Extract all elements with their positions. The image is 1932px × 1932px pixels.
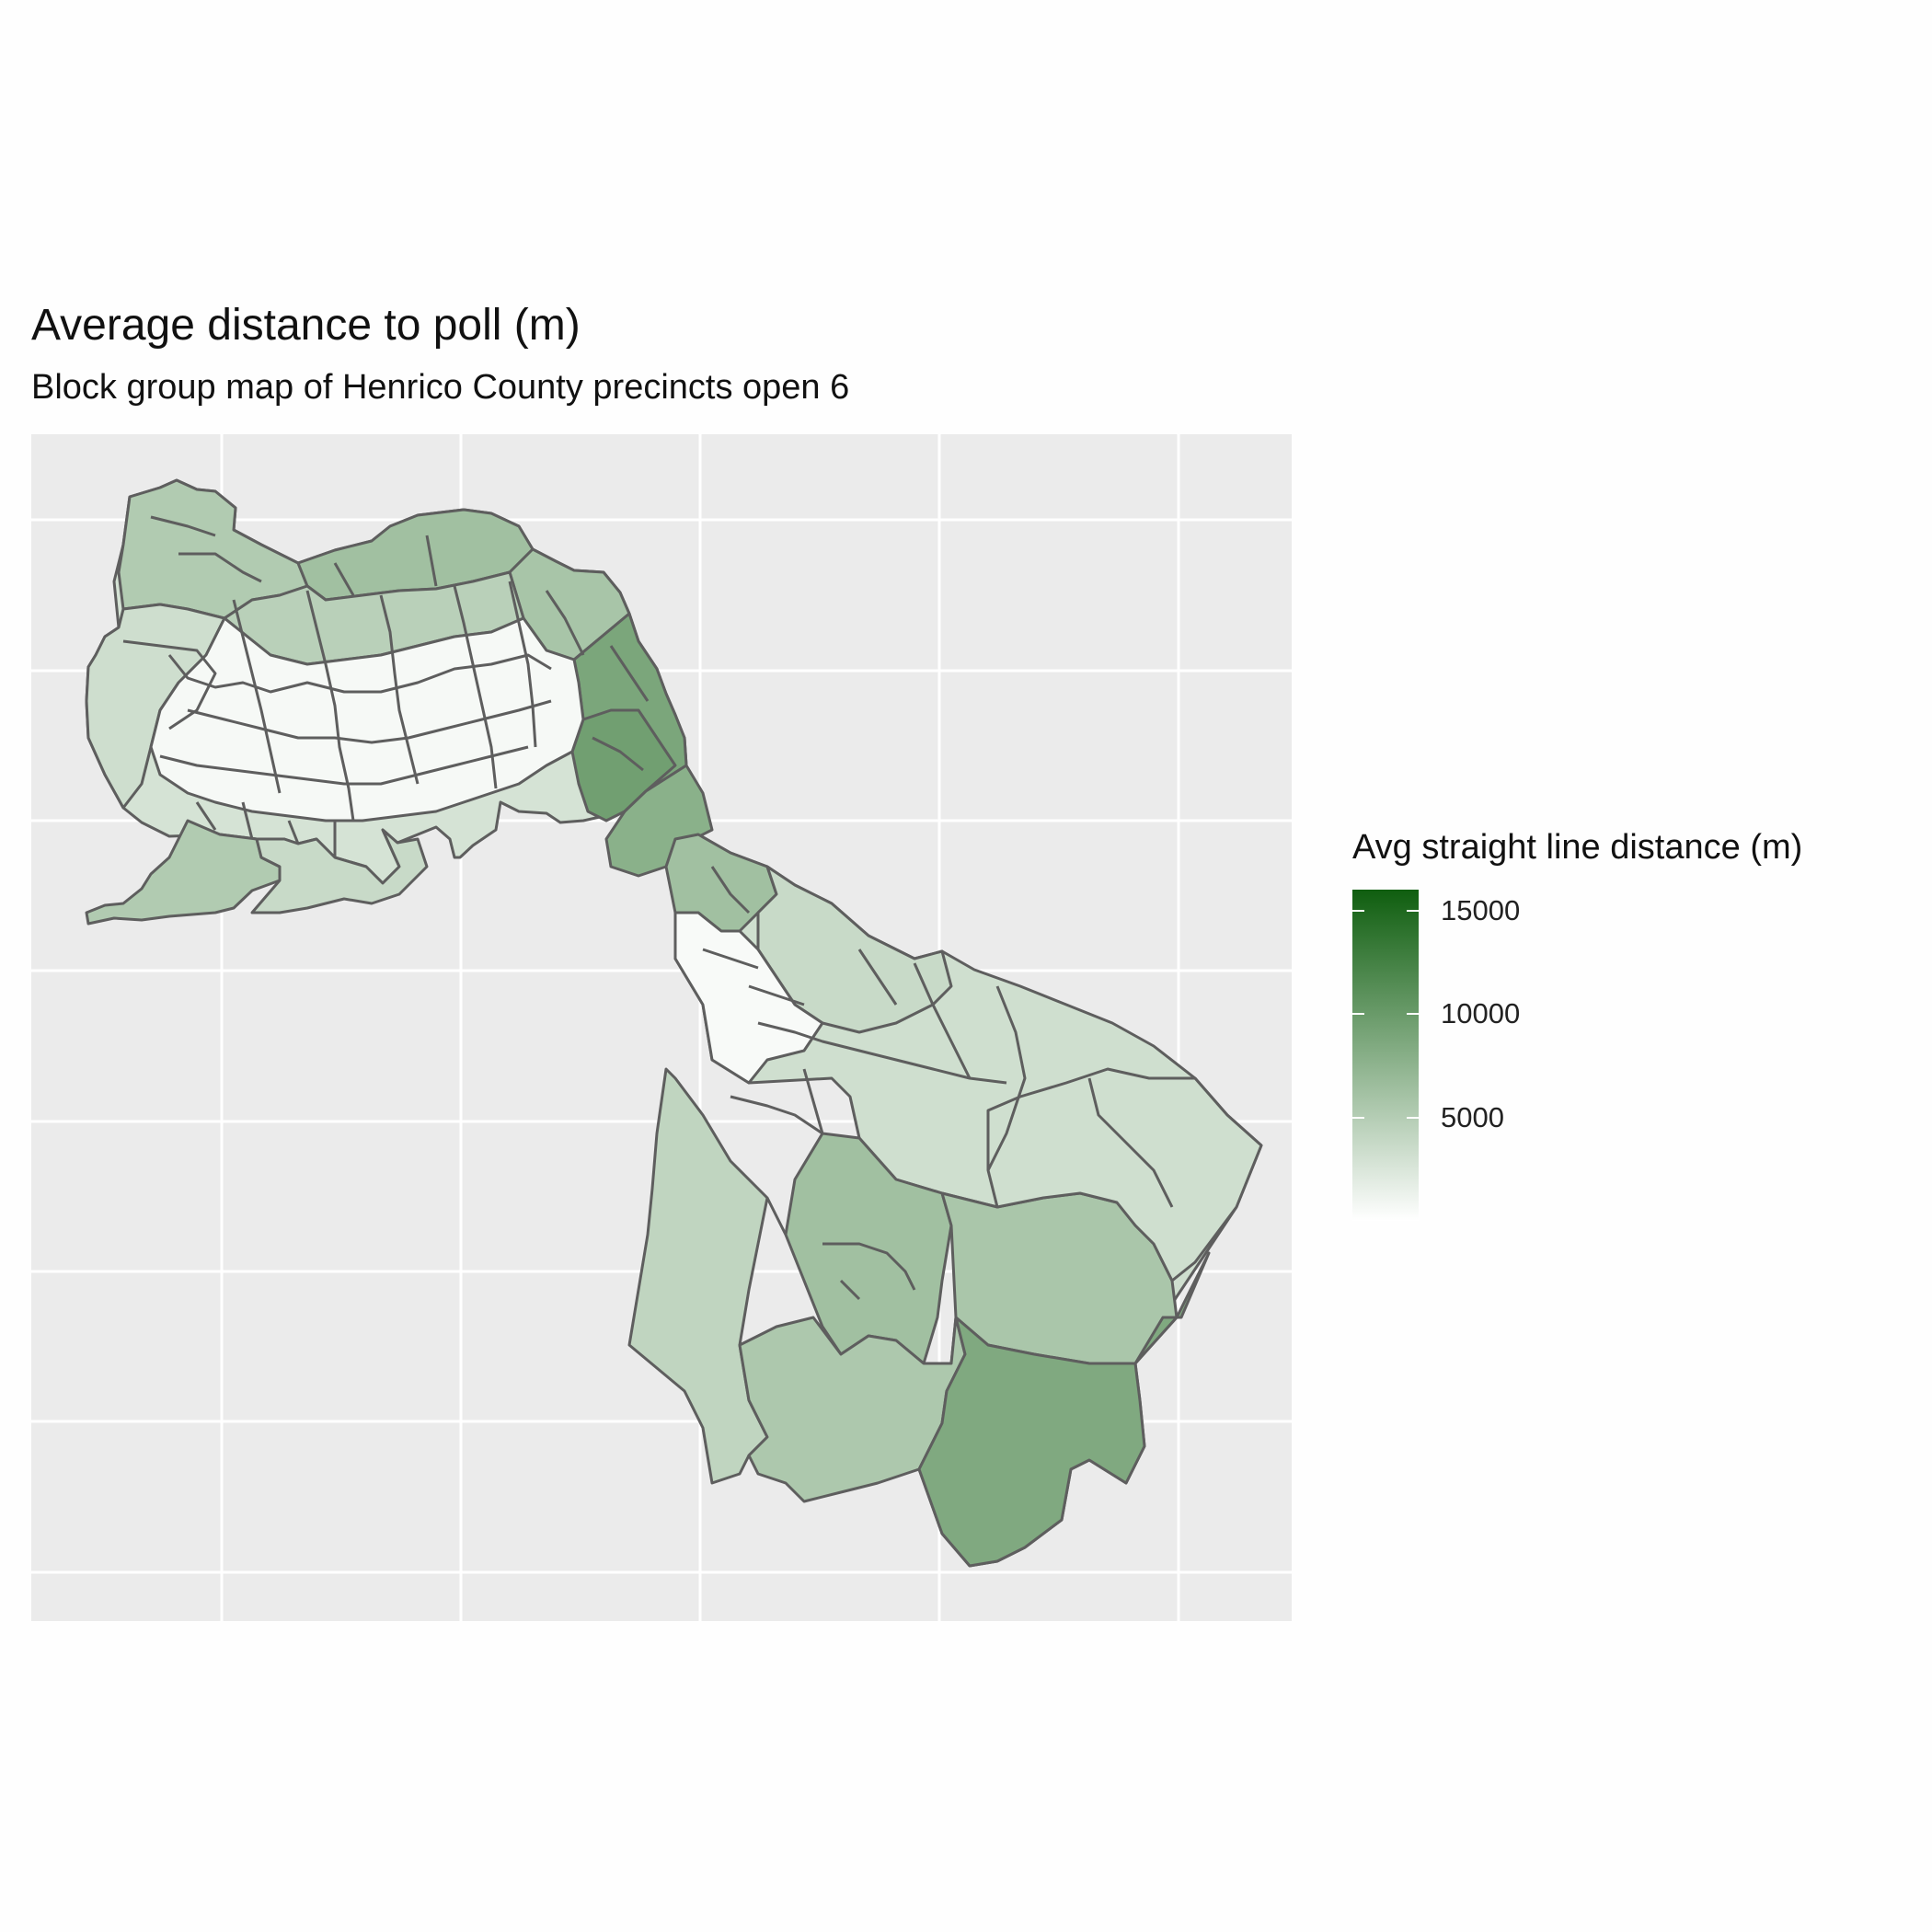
map-title: Average distance to poll (m) [31,301,581,350]
legend: Avg straight line distance (m) 15000 1000… [1352,828,1904,1233]
legend-title: Avg straight line distance (m) [1352,828,1803,867]
map-region [250,828,429,914]
map-region [917,1251,1211,1568]
map-region [986,1067,1263,1282]
map-subtitle: Block group map of Henrico County precin… [31,368,850,407]
map-svg [31,434,1292,1621]
map-region [673,911,824,1085]
legend-colorbar [1352,890,1419,1221]
map-panel [31,434,1292,1621]
legend-tick-label: 10000 [1441,997,1521,1029]
map-region [85,603,226,810]
block-group-boundaries [122,515,1174,1301]
legend-tick-label: 5000 [1441,1100,1504,1133]
legend-tick-label: 15000 [1441,893,1521,926]
map-region [756,865,953,1034]
